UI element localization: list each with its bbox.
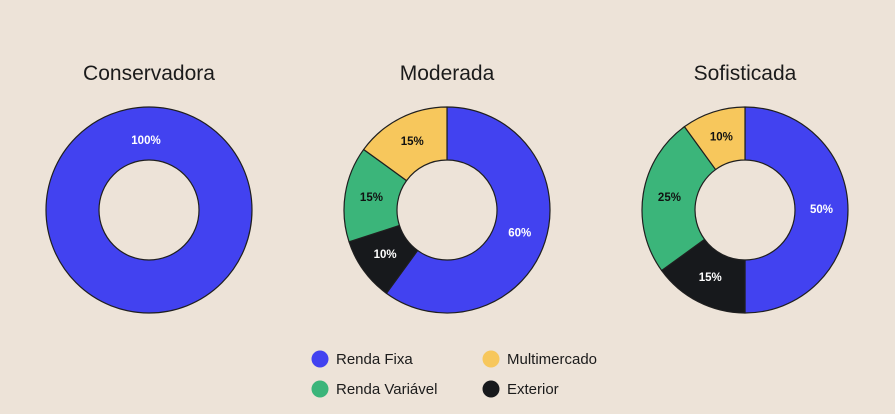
slice-label: 10%	[374, 249, 397, 261]
slice-renda-fixa	[385, 106, 551, 314]
charts-layer: Conservadora100%Moderada60%10%15%15%Sofi…	[45, 62, 849, 314]
slice-label: 15%	[401, 136, 424, 148]
slice-renda-fixa	[46, 107, 252, 313]
legend-label: Exterior	[507, 381, 559, 398]
legend-swatch	[311, 350, 329, 368]
slice-multimercado	[683, 106, 746, 171]
chart-title: Conservadora	[83, 62, 215, 85]
slice-label: 15%	[360, 192, 383, 204]
legend-item-multimercado: Multimercado	[482, 350, 597, 368]
slice-label: 10%	[710, 131, 733, 143]
legend-swatch	[482, 380, 500, 398]
legend-item-exterior: Exterior	[482, 380, 559, 398]
chart-title: Sofisticada	[694, 62, 797, 85]
ring-outline	[45, 106, 253, 314]
chart-title: Moderada	[400, 62, 495, 85]
legend-label: Renda Variável	[336, 381, 437, 398]
legend-label: Multimercado	[507, 351, 597, 368]
legend: Renda Fixa Multimercado Renda Variável Exte…	[311, 350, 597, 398]
legend-swatch	[482, 350, 500, 368]
legend-item-renda-fixa: Renda Fixa	[311, 350, 413, 368]
slice-label: 60%	[508, 228, 531, 240]
slice-label: 100%	[131, 135, 160, 147]
legend-label: Renda Fixa	[336, 351, 413, 368]
slice-multimercado	[363, 106, 448, 182]
slice-label: 25%	[658, 192, 681, 204]
slice-label: 50%	[810, 204, 833, 216]
legend-swatch	[311, 380, 329, 398]
slice-label: 15%	[699, 272, 722, 284]
slice-renda-variavel	[641, 126, 717, 272]
donut-chart-sofisticada: Sofisticada 50% 15% 25% 10%	[641, 62, 849, 314]
slice-renda-fixa	[744, 106, 849, 314]
donut-chart-conservadora: Conservadora 100%	[45, 62, 253, 314]
donut-chart-moderada: Moderada 60% 10% 15% 15%	[343, 62, 551, 314]
legend-item-renda-variavel: Renda Variável	[311, 380, 437, 398]
ring-outline	[98, 159, 200, 261]
